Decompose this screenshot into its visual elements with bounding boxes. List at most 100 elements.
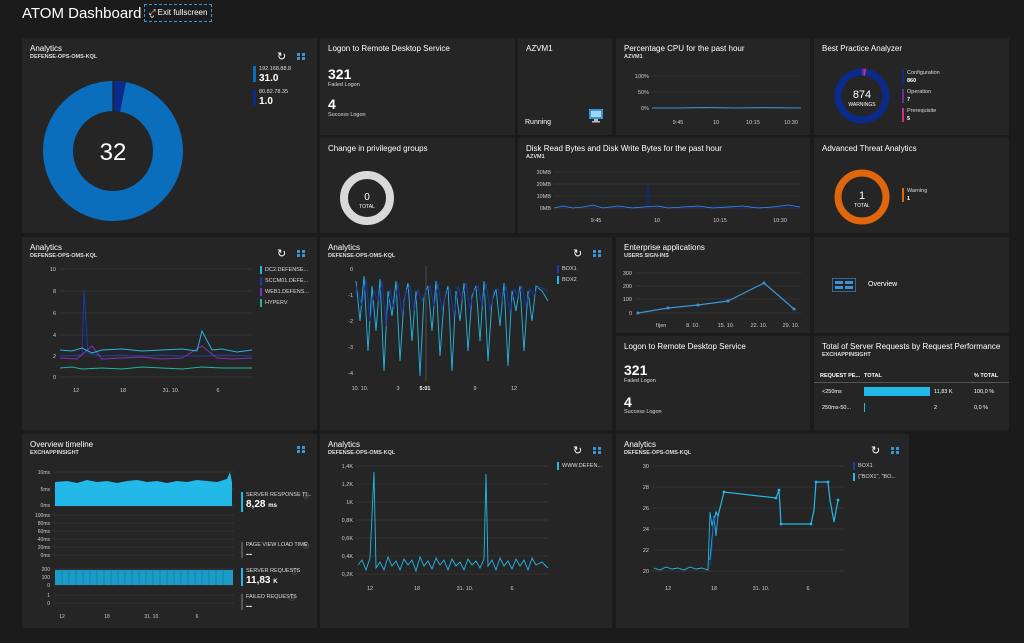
grid-icon[interactable] [593,250,601,257]
tile-title: Best Practice Analyzer [822,44,903,53]
info-icon[interactable]: ⓘ [289,596,296,602]
y-tick: -4 [348,371,353,377]
refresh-icon[interactable]: ↻ [871,445,881,457]
y-tick: -2 [348,319,353,325]
privileged-donut: 0 TOTAL [340,171,394,225]
grid-icon[interactable] [593,447,601,454]
analytics-box-tile[interactable]: Analytics DEFENSE-OPS-OMS-KQL ↻ 0 -1 -2 … [320,237,612,430]
legend-value: 7 [907,97,911,103]
analytics2-chart: 10 8 6 4 2 0 12 18 31. 10. 6 [50,267,253,394]
legend-value: 860 [907,78,917,84]
refresh-icon[interactable]: ↻ [277,51,287,63]
tile-title: Analytics [30,44,63,53]
tile-title: Total of Server Requests by Request Perf… [822,342,1001,351]
legend-label: Warning [907,188,928,194]
legend-bar [902,70,904,84]
y-tick: 20MB [537,182,552,188]
disk-tile[interactable]: Disk Read Bytes and Disk Write Bytes for… [518,138,810,233]
refresh-icon[interactable]: ↻ [573,445,583,457]
bpa-center-value: 874 [853,89,871,101]
metric-bar [241,568,243,586]
x-tick: 9 [473,386,476,392]
grid-icon[interactable] [297,250,305,257]
disk-read-line [553,183,801,209]
metric-value: -- [246,549,252,559]
ata-center-label: TOTAL [854,203,870,209]
y-tick: 4 [53,333,56,339]
tile-title: Analytics [30,243,63,252]
overview-timeline-tile[interactable]: Overview timeline EXCHAPPINSIGHT 10ms 5m… [22,434,317,628]
x-tick: 10:15 [713,218,727,224]
legend-bar [902,188,904,202]
enterprise-apps-tile[interactable]: Enterprise applications USERS SIGN-INS 3… [616,237,810,333]
legend-bar [557,276,559,284]
x-tick: 18 [104,614,110,620]
success-logon-label: Success Logon [624,409,662,415]
legend-bar [260,299,262,307]
logon-rds-tile-2[interactable]: Logon to Remote Desktop Service 321 Fail… [616,336,810,430]
y-tick: 6 [53,311,56,317]
analytics-www-tile[interactable]: Analytics DEFENSE-OPS-OMS-KQL ↻ 1,4K 1,2… [320,434,612,628]
analytics4-chart: 1,4K 1,2K 1K 0,8K 0,6K 0,4K 0,2K 12 18 3… [342,464,549,592]
exit-fullscreen-button[interactable]: ⤢ Exit fullscreen [144,4,213,22]
row-bar [864,387,930,396]
overview-tile[interactable]: Overview [814,237,1009,333]
refresh-icon[interactable]: ↻ [573,248,583,260]
y-tick: 28 [643,485,649,491]
legend-bar [260,266,262,274]
legend-bar [253,66,256,82]
metric-bar [241,542,243,558]
legend-bar [253,89,256,105]
dashboard-title[interactable]: ATOM Dashboard ⌄ [22,5,157,22]
info-icon[interactable]: ⓘ [303,544,310,550]
x-tick: 9:45 [591,218,602,224]
table-header: REQUEST PE... TOTAL % TOTAL [814,370,1009,383]
cpu-tile[interactable]: Percentage CPU for the past hour AZVM1 1… [616,38,810,135]
metric-label: FAILED REQUESTS [246,594,297,600]
sign-ins-line [637,282,795,314]
grid-icon[interactable] [891,447,899,454]
logon-rds-tile[interactable]: Logon to Remote Desktop Service 321 Fail… [320,38,515,135]
chevron-down-icon[interactable]: ⌄ [147,9,157,21]
grid-icon[interactable] [297,446,305,453]
info-icon[interactable]: ⓘ [292,570,299,576]
column-header[interactable]: TOTAL [864,373,882,379]
top-bar: ATOM Dashboard ⌄ ⤢ Exit fullscreen [0,0,1024,34]
server-requests-tile[interactable]: Total of Server Requests by Request Perf… [814,336,1009,430]
legend-item: BOX2 [562,277,577,283]
table-row[interactable]: <250ms 11,83 K 100,0 % [814,385,1009,399]
box1-series-1 [709,481,839,561]
bpa-tile[interactable]: Best Practice Analyzer 874 WARNINGS Conf… [814,38,1009,135]
info-icon[interactable]: ⓘ [303,494,310,500]
y-tick: 10 [50,267,56,273]
success-logon-count: 4 [328,96,336,112]
grid-icon[interactable] [297,53,305,60]
column-header[interactable]: % TOTAL [974,373,999,379]
x-tick: 12 [73,388,79,394]
table-row[interactable]: 250ms-50... 2 0,0 % [814,401,1009,415]
analytics-donut-tile[interactable]: Analytics DEFENSE-OPS-OMS-KQL ↻ 32 192.1… [22,38,317,233]
azvm-tile[interactable]: AZVM1 Running [518,38,612,135]
ata-tile[interactable]: Advanced Threat Analytics 1 TOTAL Warnin… [814,138,1009,233]
metric-label: SERVER RESPONSE TI... [246,492,312,498]
analytics-lines-tile[interactable]: Analytics DEFENSE-OPS-OMS-KQL ↻ 10 8 6 4… [22,237,317,430]
privileged-groups-tile[interactable]: Change in privileged groups 0 TOTAL [320,138,515,233]
column-header[interactable]: REQUEST PE... [820,373,861,379]
enterprise-chart: 300 200 100 0 říjen 8. 10. 15. 10. 22. 1… [623,271,801,329]
x-tick: 12 [511,386,517,392]
x-tick: 10 [654,218,660,224]
analytics-box1-tile[interactable]: Analytics DEFENSE-OPS-OMS-KQL ↻ 30 28 26… [616,434,909,628]
refresh-icon[interactable]: ↻ [277,248,287,260]
legend-label: Operation [907,89,932,95]
y-tick: 0 [47,601,50,607]
x-tick: 31. 10. [457,586,474,592]
x-tick: říjen [656,323,667,329]
y-tick: 22 [643,548,649,554]
x-tick: 6 [216,388,219,394]
analytics3-chart: 0 -1 -2 -3 -4 10. 10. 3 5:01 9 12 [348,266,549,392]
cpu-line [652,106,802,109]
tile-title: Analytics [624,440,657,449]
y-tick: 60ms [38,529,51,535]
legend-bar [853,473,855,481]
metric-value: -- [246,601,252,611]
